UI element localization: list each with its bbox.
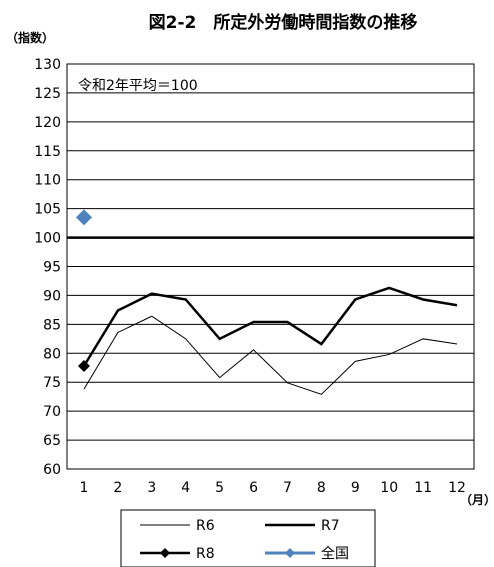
x-tick-label: 10 xyxy=(380,480,398,496)
data-point-R6 xyxy=(354,360,357,363)
x-tick-label: 6 xyxy=(249,480,258,496)
legend-marker xyxy=(285,548,295,558)
series-R6 xyxy=(82,315,459,396)
data-point-R7 xyxy=(456,304,459,307)
data-point-R6 xyxy=(388,353,391,356)
data-point-R6 xyxy=(116,331,119,334)
data-point-R7 xyxy=(422,298,425,301)
data-point-R6 xyxy=(422,337,425,340)
data-point-全国 xyxy=(75,209,92,226)
y-tick-label: 70 xyxy=(43,404,61,420)
y-tick-label: 125 xyxy=(34,86,61,102)
data-point-R7 xyxy=(150,292,153,295)
annotation-label: 令和2年平均＝100 xyxy=(78,78,198,94)
y-tick-label: 100 xyxy=(34,231,61,247)
y-tick-label: 95 xyxy=(43,260,61,276)
x-tick-label: 4 xyxy=(181,480,190,496)
series-R8 xyxy=(77,360,90,373)
legend: R6 R7 R8 全国 xyxy=(120,509,376,567)
x-tick-labels: 1 2 3 4 5 6 7 8 9 10 11 12 xyxy=(79,480,465,496)
y-tick-label: 110 xyxy=(34,173,61,189)
legend-label: R7 xyxy=(321,518,340,534)
y-tick-label: 65 xyxy=(43,433,61,449)
data-point-R7 xyxy=(116,309,119,312)
y-tick-label: 120 xyxy=(34,115,61,131)
x-tick-label: 8 xyxy=(317,480,326,496)
data-point-R6 xyxy=(286,381,289,384)
legend-item-R7: R7 xyxy=(265,518,340,534)
data-point-R7 xyxy=(184,298,187,301)
data-point-R7 xyxy=(286,321,289,324)
series-line-R6 xyxy=(83,315,458,395)
legend-label: R8 xyxy=(196,546,215,562)
data-point-R6 xyxy=(150,315,153,318)
data-point-R6 xyxy=(82,388,85,391)
y-tick-label: 75 xyxy=(43,375,61,391)
y-axis-label: （指数） xyxy=(6,30,54,45)
series-全国 xyxy=(75,209,92,226)
x-tick-label: 11 xyxy=(414,480,432,496)
gridlines xyxy=(67,92,474,441)
y-tick-label: 130 xyxy=(34,57,61,73)
series-line-R7 xyxy=(82,286,458,367)
x-tick-label: 5 xyxy=(215,480,224,496)
data-point-R6 xyxy=(456,343,459,346)
y-tick-label: 85 xyxy=(43,317,61,333)
x-tick-label: 12 xyxy=(448,480,466,496)
y-tick-label: 80 xyxy=(43,346,61,362)
x-tick-label: 7 xyxy=(283,480,292,496)
x-tick-label: 2 xyxy=(113,480,122,496)
data-point-R7 xyxy=(354,298,357,301)
series-group xyxy=(75,209,459,396)
legend-marker xyxy=(160,548,170,558)
data-point-R7 xyxy=(218,337,221,340)
x-tick-label: 9 xyxy=(351,480,360,496)
x-tick-label: 3 xyxy=(147,480,156,496)
y-tick-label: 115 xyxy=(34,144,61,160)
series-R7 xyxy=(82,286,458,367)
data-point-R7 xyxy=(320,343,323,346)
legend-item-R8: R8 xyxy=(140,546,215,562)
legend-label: R6 xyxy=(196,518,215,534)
legend-item-全国: 全国 xyxy=(265,545,349,562)
legend-label: 全国 xyxy=(321,545,349,562)
x-axis-label: （月） xyxy=(460,492,494,507)
y-tick-labels: 60 65 70 75 80 85 90 95 100 105 110 115 120 125 130 xyxy=(34,57,61,478)
legend-item-R6: R6 xyxy=(140,518,215,534)
data-point-R7 xyxy=(388,286,391,289)
y-tick-label: 60 xyxy=(43,462,61,478)
data-point-R6 xyxy=(218,376,221,379)
data-point-R8 xyxy=(77,360,90,373)
data-point-R7 xyxy=(252,321,255,324)
chart-title: 図2-2 所定外労働時間指数の推移 xyxy=(149,12,418,33)
y-tick-label: 105 xyxy=(34,202,61,218)
y-tick-label: 90 xyxy=(43,288,61,304)
data-point-R6 xyxy=(184,337,187,340)
data-point-R6 xyxy=(320,393,323,396)
x-tick-label: 1 xyxy=(79,480,88,496)
legend-box xyxy=(120,509,376,567)
data-point-R6 xyxy=(252,348,255,351)
